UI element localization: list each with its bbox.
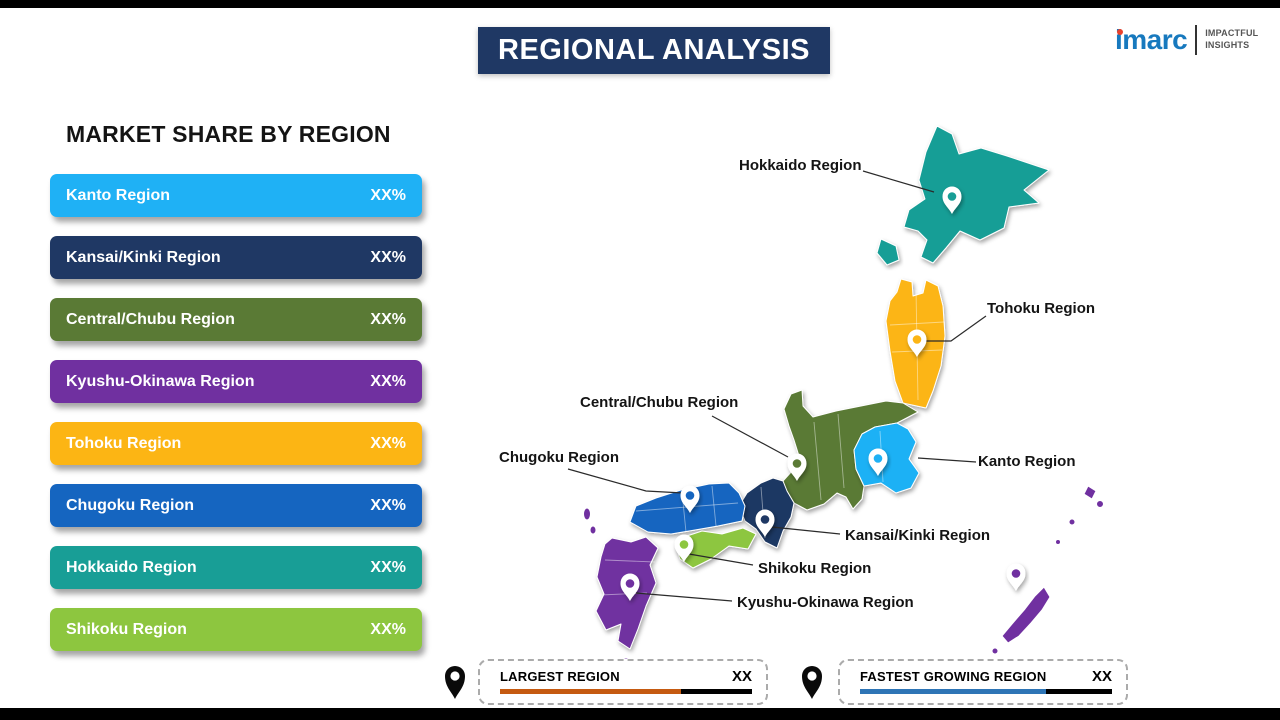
map-label-chubu: Central/Chubu Region [580, 394, 739, 411]
map-pin-kyushu [620, 573, 640, 601]
region-value: XX% [370, 248, 406, 266]
map-region-okinawa-islands [991, 485, 1104, 655]
region-label: Kanto Region [66, 186, 170, 204]
map-pins [620, 186, 1026, 601]
map-pin-chugoku [680, 485, 700, 513]
map-pin-kansai [755, 509, 775, 537]
legend-fastest-bar [860, 689, 1112, 694]
leader-line-kanto [917, 457, 977, 463]
map-pin-kanto [868, 448, 888, 476]
region-value: XX% [370, 558, 406, 576]
market-share-list: Kanto Region XX% Kansai/Kinki Region XX%… [50, 174, 422, 651]
map-label-shikoku: Shikoku Region [758, 560, 872, 577]
page-title: REGIONAL ANALYSIS [478, 27, 830, 74]
leader-line-tohoku [921, 315, 987, 342]
legend-largest-value: XX [731, 668, 752, 685]
region-value: XX% [370, 186, 406, 204]
region-label: Tohoku Region [66, 434, 182, 452]
legend-fastest-value: XX [1091, 668, 1112, 685]
region-value: XX% [370, 372, 406, 390]
region-value: XX% [370, 620, 406, 638]
leader-line-chugoku [567, 468, 684, 494]
map-pin-hokkaido [942, 186, 962, 214]
map-region-shikoku [675, 527, 757, 569]
map-pin-shikoku [674, 534, 694, 562]
legend-largest-bar-track [681, 689, 752, 694]
market-share-heading: MARKET SHARE BY REGION [66, 121, 391, 147]
leader-line-kansai [771, 526, 841, 535]
region-value: XX% [370, 434, 406, 452]
legend-fastest-bar-color [860, 689, 1047, 694]
logo-tagline-top: IMPACTFUL [1205, 28, 1259, 39]
legend-fastest-growing-region: FASTEST GROWING REGION XX [838, 659, 1128, 705]
leader-lines [567, 170, 987, 602]
market-share-row-tohoku: Tohoku Region XX% [50, 422, 422, 465]
location-pin-icon [802, 666, 822, 699]
leader-line-kyushu [635, 592, 733, 602]
region-label: Hokkaido Region [66, 558, 197, 576]
map-label-hokkaido: Hokkaido Region [739, 157, 862, 174]
map-region-hokkaido [903, 125, 1050, 264]
region-label: Chugoku Region [66, 496, 194, 514]
region-value: XX% [370, 496, 406, 514]
legend-largest-bar [500, 689, 752, 694]
market-share-row-kyushu: Kyushu-Okinawa Region XX% [50, 360, 422, 403]
legend-largest-region: LARGEST REGION XX [478, 659, 768, 705]
bottom-black-bar [0, 708, 1280, 720]
logo-divider [1195, 25, 1198, 55]
market-share-row-shikoku: Shikoku Region XX% [50, 608, 422, 651]
region-value: XX% [370, 310, 406, 328]
location-pin-icon [445, 666, 465, 699]
map-label-kansai: Kansai/Kinki Region [845, 527, 991, 544]
map-pin-tohoku [907, 329, 927, 357]
legend-fastest-label: FASTEST GROWING REGION [860, 669, 1047, 684]
market-share-row-hokkaido: Hokkaido Region XX% [50, 546, 422, 589]
imarc-wordmark: imarc [1115, 24, 1188, 55]
market-share-row-kanto: Kanto Region XX% [50, 174, 422, 217]
map-label-kanto: Kanto Region [978, 453, 1076, 470]
region-label: Shikoku Region [66, 620, 187, 638]
region-label: Kansai/Kinki Region [66, 248, 221, 266]
map-label-chugoku: Chugoku Region [499, 449, 619, 466]
leader-line-hokkaido [862, 170, 935, 193]
map-label-tohoku: Tohoku Region [987, 300, 1096, 317]
leader-line-shikoku [688, 553, 754, 566]
legend-fastest-bar-track [1046, 689, 1112, 694]
market-share-row-chubu: Central/Chubu Region XX% [50, 298, 422, 341]
map-pin-chubu [787, 453, 807, 481]
top-black-bar [0, 0, 1280, 8]
logo-i-dot [1117, 29, 1123, 35]
logo-tagline-bottom: INSIGHTS [1205, 40, 1250, 50]
map-pin-okinawa [1006, 563, 1026, 591]
imarc-logo-text: imarc [1115, 24, 1188, 55]
legend-largest-bar-color [500, 689, 682, 694]
map-region-hokkaido-oshima [876, 238, 900, 266]
map-label-kyushu: Kyushu-Okinawa Region [737, 594, 914, 611]
japan-map [567, 125, 1104, 673]
imarc-logo: imarc IMPACTFUL INSIGHTS [1115, 25, 1258, 55]
region-label: Kyushu-Okinawa Region [66, 372, 255, 390]
logo-tagline: IMPACTFUL INSIGHTS [1205, 28, 1258, 51]
market-share-row-chugoku: Chugoku Region XX% [50, 484, 422, 527]
leader-line-chubu [711, 415, 789, 458]
market-share-row-kansai: Kansai/Kinki Region XX% [50, 236, 422, 279]
region-label: Central/Chubu Region [66, 310, 235, 328]
legend-largest-label: LARGEST REGION [500, 669, 620, 684]
